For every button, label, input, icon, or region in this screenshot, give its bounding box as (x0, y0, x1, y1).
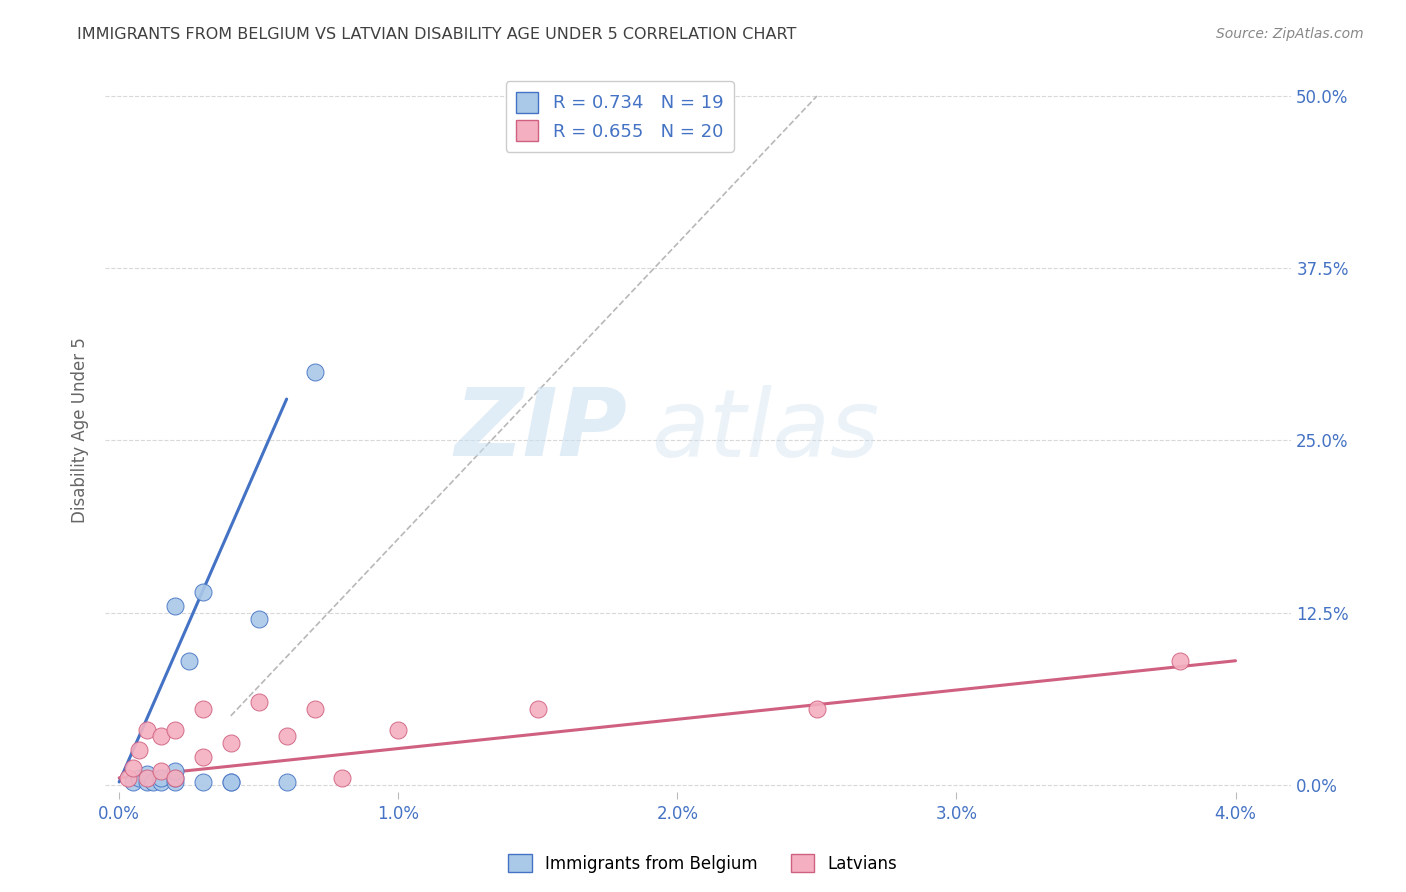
Point (191, 702, 214, 716)
Point (191, 750, 214, 764)
Point (150, 730, 173, 744)
Point (387, 723, 409, 737)
Point (219, 775, 242, 789)
Point (122, 761, 145, 775)
Point (191, 585, 214, 599)
Point (806, 702, 828, 716)
Point (163, 764, 186, 778)
Point (117, 771, 139, 785)
Point (527, 702, 550, 716)
Point (128, 771, 150, 785)
Text: atlas: atlas (651, 384, 879, 475)
Text: Source: ZipAtlas.com: Source: ZipAtlas.com (1216, 27, 1364, 41)
Point (276, 730, 298, 744)
Legend: Immigrants from Belgium, Latvians: Immigrants from Belgium, Latvians (502, 847, 904, 880)
Legend: R = 0.734   N = 19, R = 0.655   N = 20: R = 0.734 N = 19, R = 0.655 N = 20 (506, 81, 734, 152)
Point (219, 775, 242, 789)
Point (150, 775, 173, 789)
Point (142, 775, 165, 789)
Point (219, 736, 242, 750)
Point (163, 723, 186, 737)
Point (150, 771, 173, 785)
Point (163, 771, 186, 785)
Point (150, 764, 173, 778)
Text: IMMIGRANTS FROM BELGIUM VS LATVIAN DISABILITY AGE UNDER 5 CORRELATION CHART: IMMIGRANTS FROM BELGIUM VS LATVIAN DISAB… (77, 27, 797, 42)
Point (122, 775, 145, 789)
Point (163, 599, 186, 613)
Point (276, 775, 298, 789)
Point (304, 702, 326, 716)
Point (163, 775, 186, 789)
Point (332, 771, 354, 785)
Point (247, 612, 270, 626)
Point (177, 654, 200, 668)
Point (247, 695, 270, 709)
Point (191, 775, 214, 789)
Point (136, 723, 159, 737)
Point (136, 775, 159, 789)
Point (1168, 654, 1191, 668)
Point (136, 771, 159, 785)
Y-axis label: Disability Age Under 5: Disability Age Under 5 (72, 337, 89, 523)
Point (128, 743, 150, 757)
Point (136, 766, 159, 780)
Point (304, 365, 326, 379)
Point (163, 771, 186, 785)
Text: ZIP: ZIP (454, 384, 627, 476)
